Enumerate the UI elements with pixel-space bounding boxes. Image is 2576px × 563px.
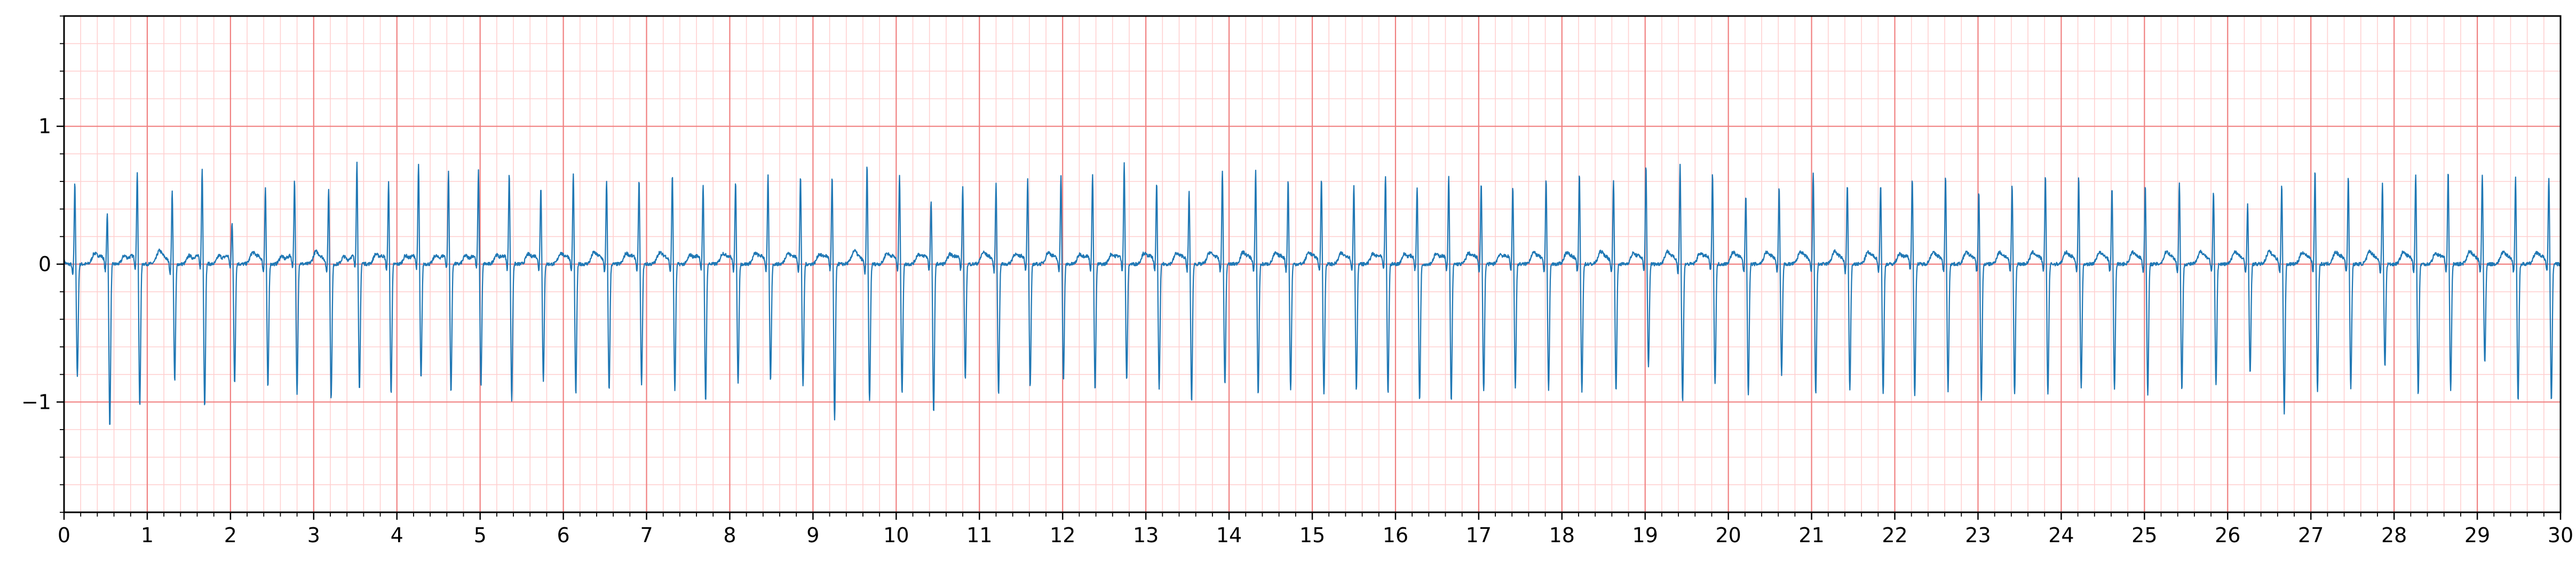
x-tick-label: 8 <box>723 524 736 547</box>
x-tick-label: 0 <box>58 524 70 547</box>
x-tick-label: 14 <box>1216 524 1242 547</box>
x-tick-label: 10 <box>883 524 909 547</box>
x-tick-label: 3 <box>307 524 320 547</box>
y-tick-label: −1 <box>21 390 51 414</box>
y-tick-label: 1 <box>38 115 51 138</box>
x-tick-label: 16 <box>1383 524 1408 547</box>
x-tick-label: 1 <box>141 524 154 547</box>
y-tick-label: 0 <box>38 252 51 276</box>
x-tick-label: 13 <box>1133 524 1159 547</box>
x-tick-label: 7 <box>640 524 653 547</box>
x-tick-label: 29 <box>2464 524 2490 547</box>
x-tick-label: 28 <box>2381 524 2407 547</box>
x-tick-label: 2 <box>224 524 237 547</box>
x-tick-label: 22 <box>1882 524 1907 547</box>
x-tick-label: 23 <box>1965 524 1991 547</box>
x-tick-label: 19 <box>1632 524 1658 547</box>
x-tick-label: 21 <box>1798 524 1824 547</box>
x-tick-label: 17 <box>1466 524 1492 547</box>
x-tick-label: 24 <box>2048 524 2074 547</box>
ecg-trace-line <box>63 161 2562 425</box>
x-tick-label: 6 <box>557 524 570 547</box>
x-tick-label: 15 <box>1299 524 1325 547</box>
x-tick-label: 26 <box>2215 524 2240 547</box>
x-tick-label: 9 <box>806 524 819 547</box>
x-tick-label: 27 <box>2298 524 2324 547</box>
x-tick-label: 4 <box>391 524 403 547</box>
y-axis: 1 0 −1 <box>21 15 64 513</box>
x-axis: 0 1 2 3 4 5 6 7 8 9 10 11 12 13 14 15 16 17 18 19 20 21 22 23 24… <box>58 512 2573 547</box>
x-tick-label: 12 <box>1050 524 1075 547</box>
x-tick-label: 11 <box>966 524 992 547</box>
x-tick-label: 20 <box>1715 524 1741 547</box>
x-tick-label: 25 <box>2131 524 2157 547</box>
x-tick-label: 18 <box>1549 524 1575 547</box>
x-tick-label: 30 <box>2548 524 2573 547</box>
x-tick-label: 5 <box>474 524 487 547</box>
